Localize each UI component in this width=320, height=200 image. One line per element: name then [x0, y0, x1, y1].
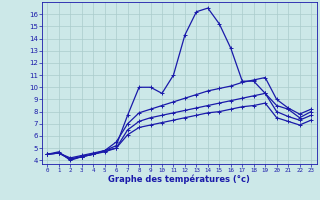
X-axis label: Graphe des températures (°c): Graphe des températures (°c) [108, 175, 250, 184]
